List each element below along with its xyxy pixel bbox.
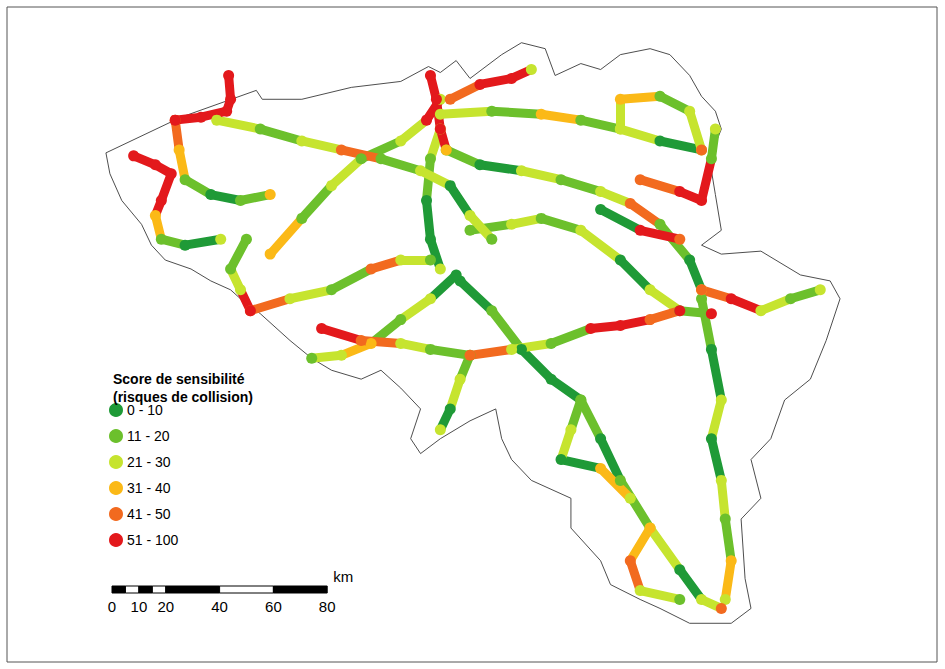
svg-text:km: km	[333, 568, 353, 585]
svg-text:10: 10	[131, 598, 148, 615]
svg-text:41 - 50: 41 - 50	[127, 506, 171, 522]
svg-text:31 - 40: 31 - 40	[127, 480, 171, 496]
svg-text:11 - 20: 11 - 20	[127, 428, 170, 444]
svg-text:60: 60	[265, 598, 282, 615]
svg-text:80: 80	[319, 598, 336, 615]
svg-text:0: 0	[108, 598, 116, 615]
svg-text:21 - 30: 21 - 30	[127, 454, 171, 470]
svg-text:20: 20	[157, 598, 174, 615]
svg-text:Score de sensibilité: Score de sensibilité	[113, 371, 245, 387]
svg-text:40: 40	[211, 598, 228, 615]
svg-text:(risques de collision): (risques de collision)	[113, 389, 253, 405]
svg-text:0 - 10: 0 - 10	[127, 402, 163, 418]
svg-text:51 - 100: 51 - 100	[127, 532, 179, 548]
